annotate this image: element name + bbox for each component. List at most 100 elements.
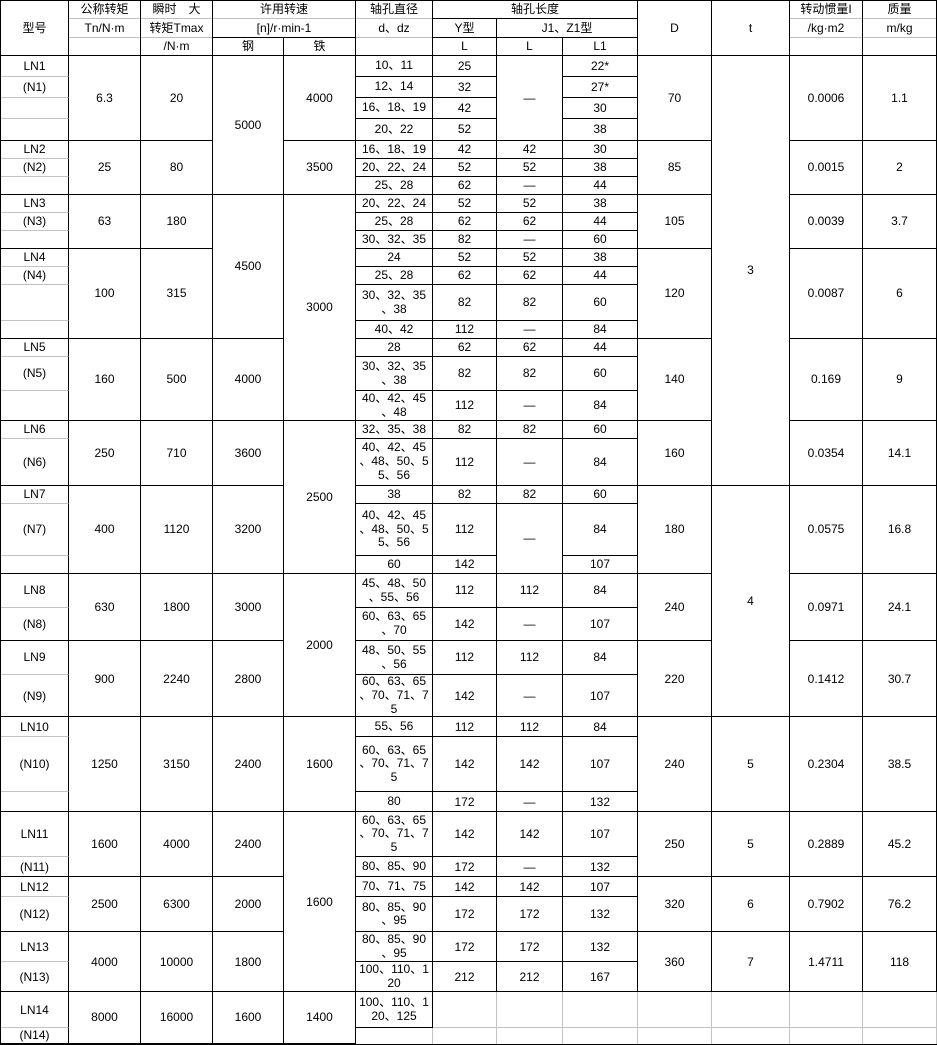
mass-cell: 16.8 [863,486,937,574]
model-cell: (N8) [1,608,69,641]
l1-length-cell: 132 [563,857,639,878]
bore-diameter-cell: 40、42、45、48 [356,391,433,421]
data-row: LN10 1250 3150 2400 1600 55、56 112 112 8… [1,717,937,813]
steel-speed-cell: 3000 [213,574,284,641]
data-row: 25、28 62 — 44 [1,177,937,195]
j1-length-cell: 142 [497,737,563,793]
data-row: LN13 4000 10000 1800 80、85、90、95 172 172… [1,932,937,993]
bore-diameter-cell: 25、28 [356,213,433,231]
max-torque-cell: 3150 [141,717,213,813]
data-row: 40、42、45、48 112 — 84 [1,391,937,421]
nominal-torque-cell: 8000 [69,992,141,1044]
inertia-cell: 0.0087 [790,249,864,339]
max-torque-cell: 6300 [141,877,213,933]
inertia-cell: 0.0006 [790,56,864,141]
j1-length-cell: 52 [497,159,563,177]
l1-length-cell: 132 [563,932,639,963]
header-steel: 钢 [213,38,284,56]
data-row: 20、22 52 38 [1,119,937,141]
header-nominal-torque: 公称转矩 Tn/N·m [69,1,141,56]
l1-length-cell: 44 [563,177,639,195]
empty-cell [790,992,864,1029]
y-length-cell: 142 [433,812,497,858]
y-length-cell: 42 [433,98,497,119]
max-torque-cell: 16000 [141,992,213,1044]
header-line: /N·m [163,39,190,54]
y-length-cell: 82 [433,421,497,439]
header-line [790,38,862,55]
data-row: 16、18、19 42 30 [1,98,937,119]
j1-length-cell: — [497,321,563,339]
model-cell [1,119,69,141]
bore-diameter-cell: 16、18、19 [356,98,433,119]
header-bore-diameter: 轴孔直径 d、dz [356,1,433,56]
l1-length-cell: 30 [563,98,639,119]
j1-length-cell: — [497,504,563,574]
bore-diameter-cell: 28 [356,339,433,357]
outer-diameter-cell: 220 [638,641,713,718]
header-mass: 质量 m/kg [863,1,937,56]
bore-diameter-cell: 100、110、120 [356,962,433,993]
l1-length-cell: 38 [563,249,639,267]
model-cell: LN5 [1,339,69,357]
empty-cell [712,1028,791,1044]
max-torque-cell: 10000 [141,932,213,993]
iron-speed-cell: 1600 [284,812,356,993]
data-row: (N2) 20、22、24 52 52 38 [1,159,937,177]
bore-diameter-cell: 20、22、24 [356,159,433,177]
y-length-cell: 62 [433,213,497,231]
nominal-torque-cell: 25 [69,141,141,195]
j1-length-cell: 62 [497,213,563,231]
outer-diameter-cell: 240 [638,574,713,641]
mass-cell: 6 [863,249,937,339]
empty-cell [497,992,563,1029]
outer-diameter-cell: 120 [638,249,713,339]
steel-speed-cell: 5000 [213,56,284,195]
j1-length-cell: — [497,857,563,878]
data-row: (N5) 30、32、35、38 82 82 60 [1,357,937,391]
nominal-torque-cell: 1250 [69,717,141,813]
header-line: /kg·m2 [790,19,863,38]
empty-cell [638,1028,713,1044]
y-length-cell: 112 [433,641,497,675]
l1-length-cell: 107 [563,812,639,858]
t-cell: 5 [712,812,791,878]
nominal-torque-cell: 630 [69,574,141,641]
nominal-torque-cell: 2500 [69,877,141,933]
y-length-cell: 62 [433,267,497,285]
y-length-cell: 112 [433,574,497,608]
j1-length-cell: 52 [497,249,563,267]
empty-cell [563,992,639,1029]
l1-length-cell: 60 [563,231,639,249]
model-cell: LN4 [1,249,69,267]
iron-speed-cell: 1600 [284,717,356,813]
l1-length-cell: 30 [563,141,639,159]
model-cell: LN13 [1,932,69,963]
empty-cell [712,992,791,1029]
header-line: 许用转速 [213,1,355,19]
y-length-cell: 142 [433,556,497,574]
nominal-torque-cell: 250 [69,421,141,486]
l1-length-cell: 38 [563,195,639,213]
model-cell: LN14 [1,992,69,1029]
header-speed: 许用转速 [n]/r·min-1 [213,1,356,38]
max-torque-cell: 500 [141,339,213,421]
data-row: LN12 2500 6300 2000 70、71、75 142 142 107… [1,877,937,933]
j1-length-cell: — [497,608,563,641]
empty-cell [433,1028,497,1044]
mass-cell: 45.2 [863,812,937,878]
y-length-cell: 52 [433,159,497,177]
model-cell: LN10 [1,717,69,738]
empty-cell [563,1028,639,1044]
bore-diameter-cell: 38 [356,486,433,504]
y-length-cell: 142 [433,737,497,793]
y-length-cell: 32 [433,77,497,98]
j1-length-cell: 62 [497,267,563,285]
header-line: 瞬时 大 [141,1,212,19]
outer-diameter-cell: 360 [638,932,713,993]
iron-speed-cell: 2000 [284,574,356,718]
header-line: Tn/N·m [69,19,140,38]
y-length-cell: 42 [433,141,497,159]
outer-diameter-cell: 250 [638,812,713,878]
model-cell: LN6 [1,421,69,439]
